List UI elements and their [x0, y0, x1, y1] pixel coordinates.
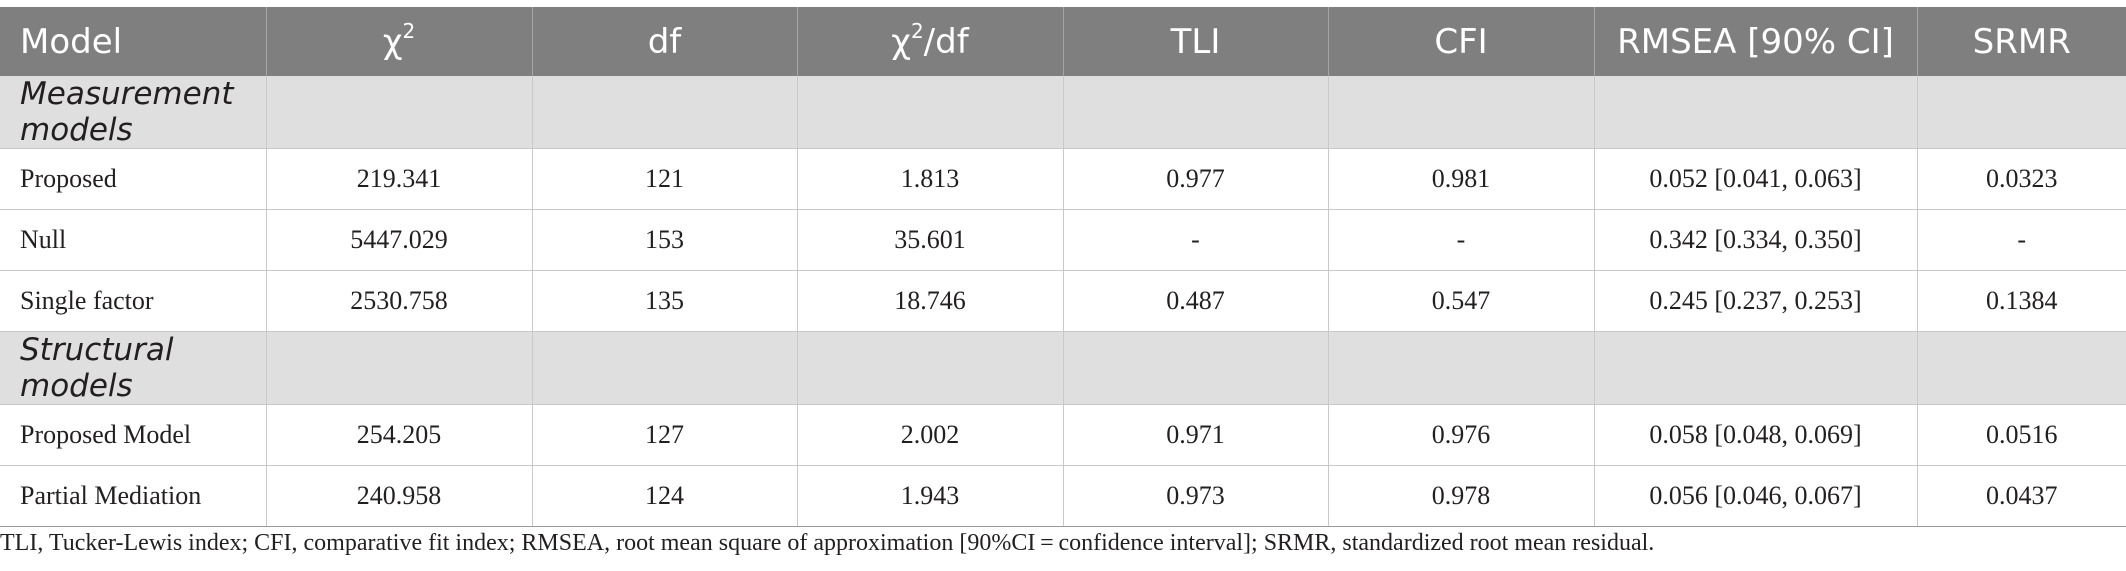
header-cfi: CFI	[1327, 7, 1595, 76]
section-cell	[1062, 76, 1329, 149]
df-cell: 127	[531, 404, 798, 466]
rmsea-cell: 0.056 [0.046, 0.067]	[1593, 465, 1918, 527]
header-df: df	[531, 7, 798, 76]
tli-cell: 0.973	[1062, 465, 1329, 527]
df-cell: 153	[531, 209, 798, 271]
section-row: Measurement models	[0, 76, 2126, 149]
chi-square-df-cell: 2.002	[796, 404, 1064, 466]
section-cell	[531, 76, 798, 149]
table-row: Partial Mediation 240.958 124 1.943 0.97…	[0, 465, 2126, 527]
tli-cell: 0.487	[1062, 270, 1329, 332]
chi-square-df-cell: 1.813	[796, 148, 1064, 210]
df-cell: 135	[531, 270, 798, 332]
model-name-cell: Proposed Model	[0, 404, 267, 466]
rmsea-cell: 0.052 [0.041, 0.063]	[1593, 148, 1918, 210]
section-cell	[1916, 76, 2126, 149]
section-cell	[531, 331, 798, 405]
header-model: Model	[0, 7, 267, 76]
section-cell	[1327, 331, 1595, 405]
df-cell: 121	[531, 148, 798, 210]
header-tli: TLI	[1062, 7, 1329, 76]
section-title: Structural models	[0, 331, 267, 405]
fit-indices-table: Model χ2 df χ2/df TLI CFI RMSEA [90% CI]…	[0, 7, 2126, 527]
table-header-row: Model χ2 df χ2/df TLI CFI RMSEA [90% CI]…	[0, 7, 2126, 76]
tli-cell: 0.977	[1062, 148, 1329, 210]
table-row: Proposed Model 254.205 127 2.002 0.971 0…	[0, 404, 2126, 466]
chi-square-cell: 219.341	[265, 148, 533, 210]
srmr-cell: 0.0516	[1916, 404, 2126, 466]
table-row: Null 5447.029 153 35.601 - - 0.342 [0.33…	[0, 209, 2126, 271]
model-name-cell: Null	[0, 209, 267, 271]
rmsea-cell: 0.342 [0.334, 0.350]	[1593, 209, 1918, 271]
section-cell	[796, 76, 1064, 149]
chi-superscript: 2	[910, 18, 924, 43]
cfi-cell: -	[1327, 209, 1595, 271]
srmr-cell: 0.0437	[1916, 465, 2126, 527]
rmsea-cell: 0.245 [0.237, 0.253]	[1593, 270, 1918, 332]
chi-square-cell: 2530.758	[265, 270, 533, 332]
header-rmsea: RMSEA [90% CI]	[1593, 7, 1918, 76]
chi-symbol: χ	[891, 21, 911, 62]
srmr-cell: 0.1384	[1916, 270, 2126, 332]
section-cell	[1327, 76, 1595, 149]
table-row: Proposed 219.341 121 1.813 0.977 0.981 0…	[0, 148, 2126, 210]
section-cell	[265, 331, 533, 405]
chi-superscript: 2	[402, 18, 416, 43]
chi-square-df-cell: 18.746	[796, 270, 1064, 332]
srmr-cell: -	[1916, 209, 2126, 271]
header-chi-square: χ2	[265, 7, 533, 76]
rmsea-cell: 0.058 [0.048, 0.069]	[1593, 404, 1918, 466]
model-name-cell: Single factor	[0, 270, 267, 332]
chi-square-cell: 240.958	[265, 465, 533, 527]
cfi-cell: 0.981	[1327, 148, 1595, 210]
chi-square-cell: 5447.029	[265, 209, 533, 271]
chi-square-df-cell: 1.943	[796, 465, 1064, 527]
chi-square-cell: 254.205	[265, 404, 533, 466]
chi-square-df-cell: 35.601	[796, 209, 1064, 271]
model-name-cell: Proposed	[0, 148, 267, 210]
cfi-cell: 0.976	[1327, 404, 1595, 466]
chi-symbol: χ	[382, 21, 403, 62]
df-cell: 124	[531, 465, 798, 527]
srmr-cell: 0.0323	[1916, 148, 2126, 210]
cfi-cell: 0.978	[1327, 465, 1595, 527]
section-cell	[1062, 331, 1329, 405]
header-srmr: SRMR	[1916, 7, 2126, 76]
table-row: Single factor 2530.758 135 18.746 0.487 …	[0, 270, 2126, 332]
section-cell	[1593, 331, 1918, 405]
section-row: Structural models	[0, 331, 2126, 405]
per-df-suffix: /df	[923, 21, 969, 62]
header-chi-square-df: χ2/df	[796, 7, 1064, 76]
cfi-cell: 0.547	[1327, 270, 1595, 332]
section-cell	[796, 331, 1064, 405]
tli-cell: 0.971	[1062, 404, 1329, 466]
tli-cell: -	[1062, 209, 1329, 271]
section-title: Measurement models	[0, 76, 267, 149]
section-cell	[265, 76, 533, 149]
section-cell	[1916, 331, 2126, 405]
table-footnote: TLI, Tucker-Lewis index; CFI, comparativ…	[0, 530, 1655, 556]
model-name-cell: Partial Mediation	[0, 465, 267, 527]
section-cell	[1593, 76, 1918, 149]
